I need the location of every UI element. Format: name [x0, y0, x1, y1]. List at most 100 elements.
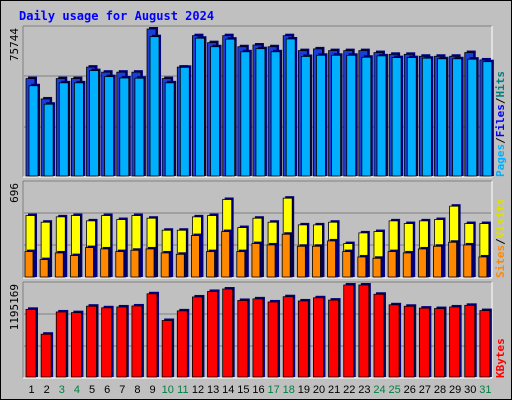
bar-files: [210, 44, 222, 177]
bar-files: [73, 80, 86, 177]
panel-kbytes: 1195169 KBytes: [8, 281, 507, 379]
bar-kbytes: [313, 295, 326, 378]
bar-kbytes: [282, 294, 296, 378]
scale-label: 1195169: [8, 284, 21, 330]
bar-sites: [417, 246, 429, 278]
x-tick-label: 3: [59, 384, 65, 396]
bar-kbytes: [40, 332, 54, 378]
bar-kbytes: [192, 294, 205, 378]
bar-sites-face: [24, 251, 34, 278]
bar-sites: [478, 254, 489, 278]
bar-kbytes-face: [479, 310, 491, 378]
bar-sites-face: [478, 256, 488, 278]
bar-kbytes: [222, 287, 235, 378]
bar-sites: [312, 244, 323, 278]
bar-files: [406, 55, 419, 177]
bar-sites: [115, 249, 126, 278]
bar-kbytes: [25, 307, 38, 378]
bar-files-face: [104, 76, 115, 177]
bar-kbytes-face: [252, 298, 264, 378]
bar-sites-face: [433, 245, 442, 278]
bar-files-face: [225, 38, 236, 177]
bar-files: [285, 36, 298, 177]
bar-sites-face: [221, 231, 231, 278]
bar-kbytes: [358, 283, 371, 378]
bar-kbytes-face: [146, 293, 158, 378]
bar-kbytes-face: [207, 291, 218, 378]
x-tick-label: 15: [237, 384, 249, 396]
bar-sites-face: [191, 235, 200, 278]
x-tick-label: 13: [207, 384, 219, 396]
bar-sites-face: [206, 251, 215, 278]
bar-kbytes-face: [70, 312, 82, 378]
x-tick-label: 7: [119, 384, 125, 396]
bar-files: [361, 55, 373, 177]
bar-kbytes-face: [313, 297, 324, 378]
bar-files: [179, 65, 192, 177]
bar-files: [28, 83, 40, 177]
bar-kbytes-face: [434, 308, 445, 378]
bar-sites: [448, 240, 459, 278]
bar-files: [195, 36, 207, 177]
bar-sites-face: [402, 252, 412, 278]
bar-sites-face: [266, 244, 276, 278]
legend-entry: Files: [494, 104, 507, 137]
bar-files-face: [361, 56, 372, 177]
bar-files-face: [376, 55, 387, 177]
x-tick-label: 2: [44, 384, 50, 396]
bar-files: [421, 56, 434, 177]
legend-entry: Hits: [494, 71, 507, 98]
bar-files-face: [285, 38, 296, 177]
bar-kbytes: [101, 305, 114, 378]
bar-files: [437, 56, 449, 177]
bar-files-face: [43, 103, 54, 177]
x-tick-label: 11: [177, 384, 188, 396]
series-legend: KBytes: [494, 338, 507, 378]
bar-sites-face: [387, 251, 397, 278]
x-tick-label: 8: [134, 384, 140, 396]
bar-files: [89, 68, 101, 177]
bar-sites: [266, 242, 278, 278]
bar-sites-face: [312, 245, 321, 278]
bar-sites: [206, 249, 217, 278]
chart-title: Daily usage for August 2024: [19, 9, 214, 23]
bar-files: [58, 80, 71, 177]
bar-sites-face: [130, 249, 140, 278]
bar-sites: [357, 254, 368, 278]
series-legend: Pages/Files/Hits: [494, 71, 507, 177]
bar-kbytes-face: [282, 296, 294, 378]
x-tick-label: 30: [464, 384, 476, 396]
bar-files: [225, 37, 237, 177]
bar-kbytes-face: [116, 306, 128, 378]
bar-kbytes-face: [40, 333, 52, 378]
bar-kbytes: [267, 299, 281, 378]
x-tick-label: 21: [328, 384, 340, 396]
bar-files-face: [119, 77, 130, 177]
bar-files: [482, 59, 494, 177]
bar-sites: [69, 253, 81, 278]
bar-kbytes: [252, 296, 265, 378]
bar-kbytes-face: [161, 320, 173, 378]
x-tick-label: 12: [192, 384, 204, 396]
bar-sites: [145, 246, 157, 278]
series-legend: Sites/Visits: [494, 199, 507, 279]
scale-label: 696: [8, 183, 21, 203]
bar-kbytes-face: [192, 296, 203, 378]
bar-sites-face: [251, 243, 261, 278]
bar-sites: [433, 244, 444, 278]
bar-kbytes: [70, 310, 84, 378]
legend-entry: Pages: [494, 144, 507, 177]
bar-kbytes: [86, 304, 99, 378]
bar-files-face: [406, 57, 417, 177]
bar-files: [255, 46, 267, 177]
bar-sites-face: [160, 252, 170, 278]
bar-sites-face: [85, 247, 94, 278]
panel-visits: 696 Sites/Visits: [8, 180, 507, 279]
bar-sites: [85, 245, 96, 278]
bar-kbytes: [207, 289, 220, 378]
bar-kbytes: [388, 302, 402, 378]
bar-files-face: [452, 58, 463, 177]
